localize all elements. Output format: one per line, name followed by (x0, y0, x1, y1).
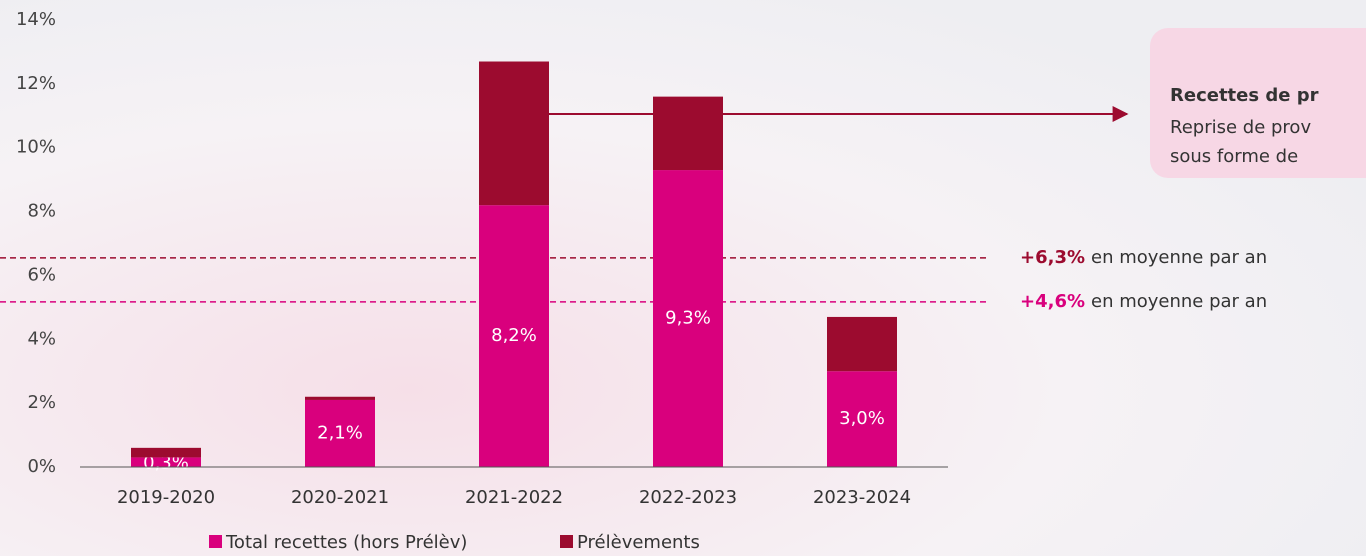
reference-label: +6,3% en moyenne par an (1020, 247, 1267, 268)
y-tick-label: 8% (27, 201, 56, 222)
value-label: 0,3% (143, 452, 189, 473)
bar-segment (827, 316, 897, 372)
bar-segment (305, 396, 375, 400)
callout-line: Reprise de prov (1170, 117, 1311, 138)
legend-swatch (209, 535, 222, 548)
legend-swatch (560, 535, 573, 548)
callout-box (1150, 28, 1366, 178)
bar-segment (653, 170, 723, 468)
y-tick-label: 0% (27, 456, 56, 477)
value-label: 3,0% (839, 408, 885, 429)
value-label: 8,2% (491, 325, 537, 346)
x-tick-label: 2022-2023 (639, 487, 737, 508)
y-tick-label: 4% (27, 328, 56, 349)
reference-value: +4,6% (1020, 291, 1085, 312)
reference-value: +6,3% (1020, 247, 1085, 268)
bar-segment (827, 371, 897, 467)
reference-text: en moyenne par an (1091, 247, 1267, 268)
y-tick-label: 10% (16, 137, 56, 158)
reference-label: +4,6% en moyenne par an (1020, 291, 1267, 312)
y-tick-label: 2% (27, 392, 56, 413)
x-tick-label: 2021-2022 (465, 487, 563, 508)
bar-segment (131, 457, 201, 467)
bar-segment (131, 447, 201, 458)
x-tick-label: 2020-2021 (291, 487, 389, 508)
reference-text: en moyenne par an (1091, 291, 1267, 312)
y-tick-label: 6% (27, 264, 56, 285)
bar-segment (479, 205, 549, 467)
bar-segment (305, 399, 375, 467)
x-tick-label: 2019-2020 (117, 487, 215, 508)
legend-label: Total recettes (hors Prélèv) (225, 532, 467, 553)
x-tick-label: 2023-2024 (813, 487, 911, 508)
legend-label: Prélèvements (577, 532, 700, 553)
value-label: 9,3% (665, 308, 711, 329)
callout-line: sous forme de (1170, 146, 1298, 167)
y-tick-label: 12% (16, 73, 56, 94)
y-tick-label: 14% (16, 9, 56, 30)
bar-segment (479, 61, 549, 206)
value-label: 2,1% (317, 422, 363, 443)
callout-title: Recettes de pr (1170, 85, 1319, 106)
bar-segment (653, 96, 723, 171)
